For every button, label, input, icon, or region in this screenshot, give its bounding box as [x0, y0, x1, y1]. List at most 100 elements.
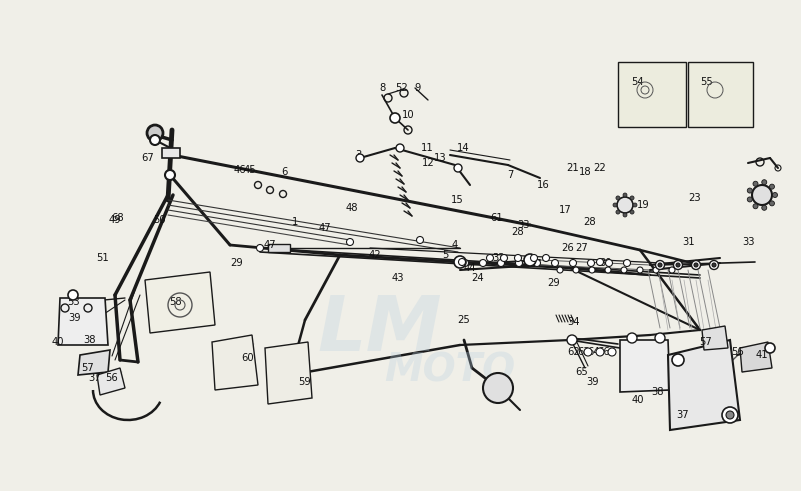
Text: 24: 24 [472, 273, 485, 283]
Circle shape [597, 258, 603, 266]
Circle shape [567, 335, 577, 345]
Bar [618, 62, 686, 127]
Polygon shape [620, 340, 670, 392]
Text: 30: 30 [600, 258, 612, 268]
Circle shape [772, 192, 778, 197]
Circle shape [480, 260, 486, 267]
Circle shape [165, 170, 175, 180]
Circle shape [587, 260, 594, 267]
Circle shape [633, 203, 637, 207]
Polygon shape [78, 350, 110, 375]
Text: 46: 46 [234, 165, 247, 175]
Circle shape [676, 263, 680, 267]
Circle shape [533, 260, 541, 267]
Text: 59: 59 [299, 377, 312, 387]
Text: 6: 6 [281, 167, 288, 177]
Text: 63: 63 [578, 347, 590, 357]
Text: 56: 56 [106, 373, 119, 383]
Text: 64: 64 [588, 347, 600, 357]
Circle shape [623, 213, 627, 217]
Text: 14: 14 [457, 143, 469, 153]
Polygon shape [97, 368, 125, 395]
Text: 47: 47 [319, 223, 332, 233]
Polygon shape [58, 298, 108, 345]
Text: 16: 16 [537, 180, 549, 190]
Text: 11: 11 [421, 143, 433, 153]
Circle shape [150, 135, 160, 145]
Text: 29: 29 [548, 278, 561, 288]
Text: 10: 10 [401, 110, 414, 120]
Circle shape [605, 267, 611, 273]
Circle shape [637, 267, 643, 273]
Text: 31: 31 [682, 237, 695, 247]
Circle shape [501, 254, 508, 262]
Text: 13: 13 [433, 153, 446, 163]
Text: 42: 42 [368, 250, 381, 260]
Circle shape [694, 263, 698, 267]
Text: 39: 39 [69, 313, 82, 323]
Circle shape [762, 205, 767, 210]
Text: 48: 48 [346, 203, 358, 213]
Circle shape [630, 210, 634, 214]
Text: 9: 9 [415, 83, 421, 93]
Text: 50: 50 [154, 215, 167, 225]
Polygon shape [668, 340, 740, 430]
Text: 28: 28 [584, 217, 596, 227]
Text: LM: LM [318, 293, 442, 367]
Circle shape [486, 254, 493, 262]
Polygon shape [702, 326, 728, 350]
Circle shape [589, 267, 595, 273]
Circle shape [483, 373, 513, 403]
Circle shape [752, 185, 772, 205]
Text: 4: 4 [452, 240, 458, 250]
Text: 69: 69 [618, 197, 631, 207]
Text: 22: 22 [594, 163, 606, 173]
Text: 51: 51 [97, 253, 110, 263]
Circle shape [529, 254, 536, 262]
Circle shape [542, 254, 549, 262]
Circle shape [722, 407, 738, 423]
Circle shape [68, 290, 78, 300]
Text: 67: 67 [142, 153, 155, 163]
Circle shape [653, 267, 659, 273]
Text: 55: 55 [701, 77, 714, 87]
Circle shape [672, 354, 684, 366]
Text: 5: 5 [442, 250, 449, 260]
Circle shape [616, 210, 620, 214]
Circle shape [461, 260, 469, 267]
Circle shape [584, 348, 592, 356]
Circle shape [347, 239, 353, 246]
Text: 26: 26 [562, 243, 574, 253]
Text: 23: 23 [689, 193, 702, 203]
Circle shape [570, 260, 577, 267]
Text: 58: 58 [169, 297, 181, 307]
Circle shape [417, 237, 424, 244]
Circle shape [552, 260, 558, 267]
Text: 65: 65 [576, 367, 589, 377]
Text: 49: 49 [109, 215, 121, 225]
Circle shape [524, 254, 536, 266]
Circle shape [655, 261, 665, 270]
Bar [162, 148, 180, 158]
Text: 52: 52 [396, 83, 409, 93]
Circle shape [669, 267, 675, 273]
Text: 33: 33 [493, 253, 505, 263]
Text: 19: 19 [637, 200, 650, 210]
Circle shape [770, 201, 775, 206]
Circle shape [606, 260, 613, 267]
Text: 29: 29 [231, 258, 244, 268]
Text: 45: 45 [244, 165, 256, 175]
Circle shape [621, 267, 627, 273]
Circle shape [516, 260, 522, 267]
Circle shape [497, 260, 505, 267]
Text: 40: 40 [52, 337, 64, 347]
Circle shape [753, 204, 758, 209]
Text: 56: 56 [731, 347, 744, 357]
Circle shape [770, 184, 775, 189]
Text: 34: 34 [568, 317, 580, 327]
Circle shape [658, 263, 662, 267]
Text: 3: 3 [355, 150, 361, 160]
Text: 37: 37 [89, 373, 101, 383]
Text: 43: 43 [392, 273, 405, 283]
Text: 12: 12 [421, 158, 434, 168]
